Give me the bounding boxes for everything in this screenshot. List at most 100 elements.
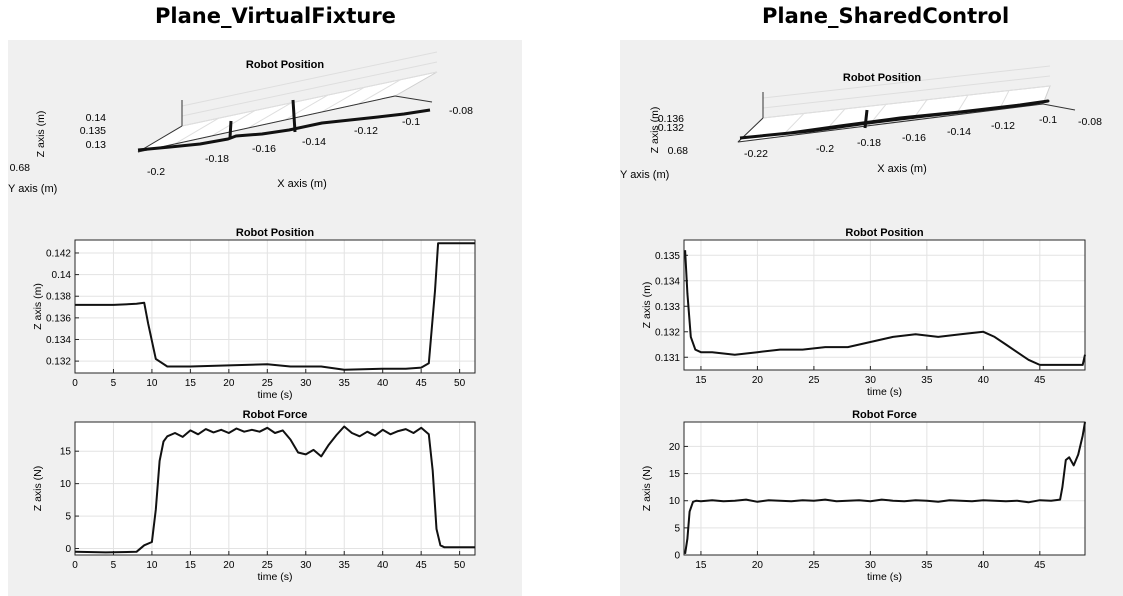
x-tick-label: 30 xyxy=(300,378,312,389)
x-tick-label: 35 xyxy=(921,560,933,571)
x-tick-label: -0.16 xyxy=(902,132,926,144)
x-axis-label: X axis (m) xyxy=(277,178,327,190)
y-tick-label: 0.14 xyxy=(52,270,72,281)
trajectory-line xyxy=(291,99,297,133)
x-tick-label: 15 xyxy=(695,375,707,386)
x-tick-label: 40 xyxy=(978,375,990,386)
x-tick-label: -0.2 xyxy=(147,166,165,178)
grid-line xyxy=(358,79,401,105)
x-axis-line xyxy=(137,95,396,153)
x-tick-label: 0 xyxy=(72,560,78,571)
x-tick-label: -0.12 xyxy=(991,120,1015,132)
chart-title: Robot Force xyxy=(852,409,917,421)
y-tick-label: 5 xyxy=(65,512,71,523)
y-tick-label: 0.135 xyxy=(655,251,680,262)
x-tick-label: -0.1 xyxy=(1039,114,1057,126)
grid-line xyxy=(181,61,438,117)
y-tick-label: 10 xyxy=(669,496,681,507)
x-tick-label: 45 xyxy=(1034,560,1046,571)
x-tick-label: 30 xyxy=(865,560,877,571)
plot-frame xyxy=(74,239,476,374)
x-tick-label: -0.1 xyxy=(402,116,420,128)
grid-line xyxy=(247,102,292,129)
y-tick-label: 15 xyxy=(669,469,681,480)
y-axis-label: Z axis (m) xyxy=(32,283,44,330)
y-tick-label: 0.68 xyxy=(10,162,31,174)
plot-frame xyxy=(683,239,1086,371)
y-tick-label: 10 xyxy=(60,479,72,490)
x-tick-label: 45 xyxy=(1034,375,1046,386)
x-tick-label: 50 xyxy=(454,560,466,571)
right-figure-title: Plane_SharedControl xyxy=(762,4,1010,28)
x-tick-label: 25 xyxy=(262,560,274,571)
trajectory-line xyxy=(137,108,431,152)
x-tick-label: 5 xyxy=(111,560,117,571)
x-axis-label: time (s) xyxy=(258,389,293,401)
series-line xyxy=(684,421,1086,555)
chart-title: Robot Force xyxy=(243,409,308,421)
y-tick-label: 0.68 xyxy=(668,145,689,157)
grid-line xyxy=(174,117,219,145)
y-axis-line xyxy=(394,95,433,103)
y-axis-label: Z axis (N) xyxy=(32,466,44,512)
y-tick-label: 5 xyxy=(674,523,680,534)
x-tick-label: 10 xyxy=(146,560,158,571)
y-axis-label: Y axis (m) xyxy=(8,183,57,195)
grid-line xyxy=(762,85,1051,119)
x-tick-label: 15 xyxy=(695,560,707,571)
x-tick-label: -0.18 xyxy=(857,137,881,149)
chart-title: Robot Position xyxy=(246,59,324,71)
x-tick-label: -0.18 xyxy=(205,153,229,165)
trajectory-line xyxy=(863,109,869,129)
x-tick-label: -0.12 xyxy=(354,125,378,137)
x-tick-label: 30 xyxy=(300,560,312,571)
y-tick-label: 0.134 xyxy=(46,335,71,346)
left-figure-title: Plane_VirtualFixture xyxy=(155,4,396,28)
trajectory-line xyxy=(228,120,233,139)
z-axis-label: Z axis (m) xyxy=(649,107,661,154)
plot-area xyxy=(684,240,1085,370)
y-tick-label: 20 xyxy=(669,442,681,453)
x-axis-label: time (s) xyxy=(867,386,902,398)
x-tick-label: 35 xyxy=(921,375,933,386)
y-axis-label: Y axis (m) xyxy=(620,169,669,181)
y-tick-label: 0 xyxy=(65,544,71,555)
chart-title: Robot Position xyxy=(236,227,314,239)
z-tick-label: 0.136 xyxy=(658,113,684,125)
x-tick-label: 15 xyxy=(185,560,197,571)
x-axis-label: time (s) xyxy=(867,571,902,583)
y-tick-label: 0.133 xyxy=(655,302,680,313)
y-axis-label: Z axis (N) xyxy=(641,466,653,512)
series-line xyxy=(75,242,475,371)
plot-area xyxy=(684,422,1085,555)
y-tick-label: 0 xyxy=(674,551,680,562)
z-tick-label: 0.13 xyxy=(86,139,107,151)
y-axis-line xyxy=(1042,103,1076,111)
grid-line xyxy=(211,110,256,137)
x-tick-label: -0.16 xyxy=(252,143,276,155)
y-tick-label: 0.136 xyxy=(46,313,71,324)
x-tick-label: 25 xyxy=(262,378,274,389)
x-axis-line xyxy=(737,103,1044,143)
y-tick-label: 15 xyxy=(60,447,72,458)
grid-line xyxy=(284,94,328,121)
y-tick-label: 0.132 xyxy=(655,327,680,338)
x-tick-label: -0.08 xyxy=(449,105,473,117)
z-axis-label: Z axis (m) xyxy=(35,111,47,158)
x-tick-label: 5 xyxy=(111,378,117,389)
x-tick-label: 40 xyxy=(377,560,389,571)
x-tick-label: 25 xyxy=(808,560,820,571)
y-tick-label: 0.132 xyxy=(46,357,71,368)
x-tick-label: -0.08 xyxy=(1078,116,1102,128)
z-tick-label: 0.135 xyxy=(80,125,106,137)
y-tick-label: 0.142 xyxy=(46,248,71,259)
y-tick-label: 0.138 xyxy=(46,292,71,303)
x-tick-label: 20 xyxy=(752,375,764,386)
grid-line xyxy=(181,71,438,127)
chart-title: Robot Position xyxy=(843,72,921,84)
x-tick-label: -0.14 xyxy=(302,136,326,148)
z-tick-label: 0.14 xyxy=(86,112,107,124)
x-tick-label: 50 xyxy=(454,378,466,389)
y-axis-line xyxy=(137,125,183,153)
